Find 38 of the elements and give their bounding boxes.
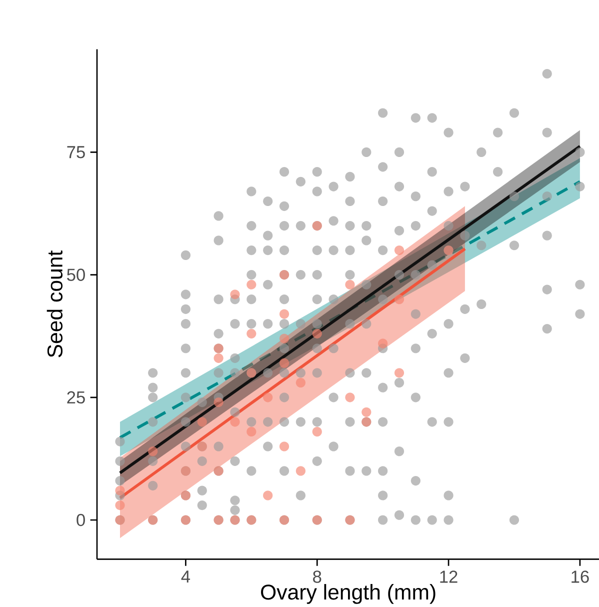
point (263, 490, 273, 500)
point (345, 392, 355, 402)
point (115, 500, 125, 510)
point (197, 417, 207, 427)
point (296, 466, 306, 476)
point (214, 353, 224, 363)
point (115, 486, 125, 496)
point (312, 328, 322, 338)
y-axis-title: Seed count (46, 250, 63, 358)
x-tick-label: 16 (572, 570, 589, 583)
point (230, 417, 240, 427)
point (345, 280, 355, 290)
point (296, 378, 306, 388)
point (362, 407, 372, 417)
y-tick-label: 50 (67, 268, 85, 281)
y-tick-label: 25 (67, 391, 85, 404)
point (246, 426, 256, 437)
point (246, 280, 256, 290)
y-tick-label: 75 (67, 146, 85, 158)
x-tick-label: 12 (440, 570, 458, 583)
point (214, 398, 224, 408)
point (312, 426, 322, 437)
point (279, 309, 290, 319)
x-axis-title: Ovary length (mm) (261, 584, 436, 604)
point (230, 290, 240, 300)
point (394, 368, 404, 378)
x-tick-label: 8 (313, 570, 322, 583)
point (246, 328, 256, 338)
point (394, 294, 404, 304)
point (279, 358, 290, 368)
point (148, 446, 158, 456)
point (279, 334, 290, 344)
y-tick-label: 0 (76, 514, 85, 526)
point (394, 245, 404, 256)
point (263, 392, 273, 402)
x-tick-label: 4 (181, 570, 190, 583)
point (279, 442, 290, 452)
point (378, 338, 388, 348)
